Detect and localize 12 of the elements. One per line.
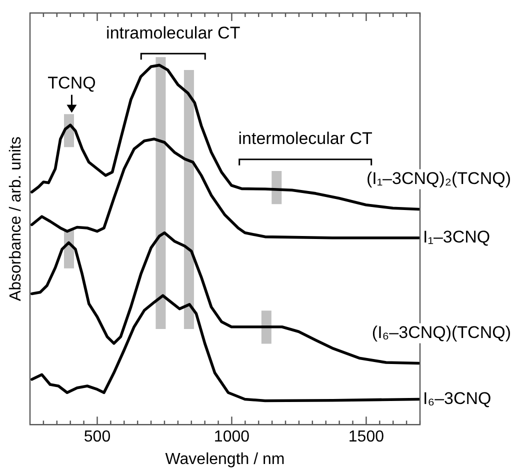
series-label: (I₆–3CNQ)(TCNQ): [372, 322, 511, 342]
annotation: TCNQ: [48, 73, 96, 92]
series-label: (I₁–3CNQ)₂(TCNQ): [366, 168, 511, 188]
x-tick-label: 1000: [214, 428, 250, 446]
x-axis-title: Wavelength / nm: [165, 450, 285, 468]
x-tick-label: 500: [84, 428, 111, 446]
series-label: I₆–3CNQ: [423, 388, 492, 408]
y-axis-title: Absorbance / arb. units: [7, 136, 24, 302]
text: intramolecular CT: [106, 23, 240, 42]
x-tick-label: 1500: [348, 428, 384, 446]
annotation: intermolecular CT: [238, 129, 372, 148]
series-label: I₁–3CNQ: [423, 228, 490, 247]
